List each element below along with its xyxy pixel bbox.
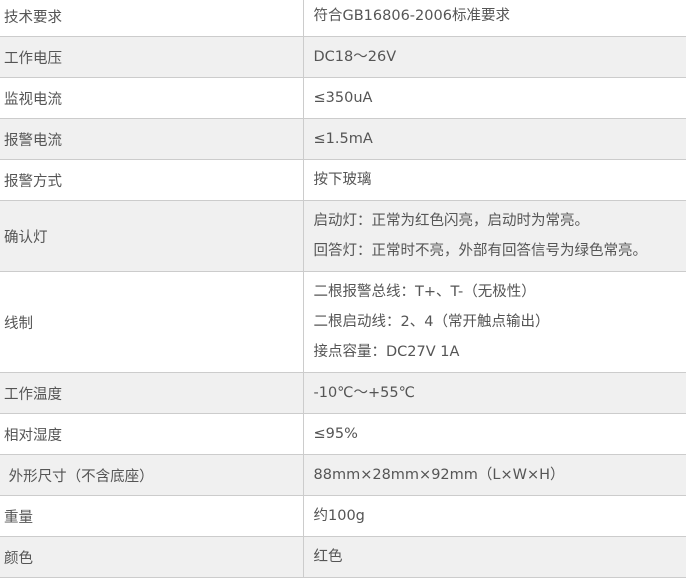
table-row: 重量约100g [0, 496, 686, 537]
spec-label: 工作电压 [0, 37, 303, 78]
spec-value: ≤95% [303, 414, 686, 455]
table-row: 颜色红色 [0, 537, 686, 578]
spec-value: -10℃～+55℃ [303, 373, 686, 414]
spec-value-line: 接点容量：DC27V 1A [314, 337, 686, 367]
spec-label: 报警电流 [0, 119, 303, 160]
spec-value-line: 符合GB16806-2006标准要求 [314, 1, 686, 31]
spec-label: 确认灯 [0, 201, 303, 272]
spec-value-line: 回答灯：正常时不亮，外部有回答信号为绿色常亮。 [314, 236, 686, 266]
spec-label: 相对湿度 [0, 414, 303, 455]
table-row: 工作电压 DC18～26V [0, 37, 686, 78]
spec-value: 启动灯：正常为红色闪亮，启动时为常亮。回答灯：正常时不亮，外部有回答信号为绿色常… [303, 201, 686, 272]
spec-value: 符合GB16806-2006标准要求 [303, 0, 686, 37]
spec-value-line: ≤1.5mA [314, 124, 686, 154]
table-row: 线制二根报警总线：T+、T-（无极性）二根启动线：2、4（常开触点输出）接点容量… [0, 272, 686, 373]
spec-value-line: 红色 [314, 542, 686, 572]
table-row: 报警方式按下玻璃 [0, 160, 686, 201]
spec-value-line: 按下玻璃 [314, 165, 686, 195]
spec-label: 重量 [0, 496, 303, 537]
spec-label: 报警方式 [0, 160, 303, 201]
table-row: 技术要求符合GB16806-2006标准要求 [0, 0, 686, 37]
spec-value: ≤350uA [303, 78, 686, 119]
spec-label: 监视电流 [0, 78, 303, 119]
spec-value: 二根报警总线：T+、T-（无极性）二根启动线：2、4（常开触点输出）接点容量：D… [303, 272, 686, 373]
spec-value: 红色 [303, 537, 686, 578]
spec-value: 88mm×28mm×92mm（L×W×H） [303, 455, 686, 496]
spec-label: 工作温度 [0, 373, 303, 414]
spec-value-line: 二根启动线：2、4（常开触点输出） [314, 307, 686, 337]
spec-value-line: ≤350uA [314, 83, 686, 113]
table-row: 工作温度 -10℃～+55℃ [0, 373, 686, 414]
spec-value-line: 约100g [314, 501, 686, 531]
spec-value-line: 二根报警总线：T+、T-（无极性） [314, 277, 686, 307]
table-row: 外形尺寸（不含底座） 88mm×28mm×92mm（L×W×H） [0, 455, 686, 496]
spec-value-line: 启动灯：正常为红色闪亮，启动时为常亮。 [314, 206, 686, 236]
table-row: 确认灯启动灯：正常为红色闪亮，启动时为常亮。回答灯：正常时不亮，外部有回答信号为… [0, 201, 686, 272]
spec-value-line: ≤95% [314, 419, 686, 449]
spec-value-line: -10℃～+55℃ [314, 378, 686, 408]
table-row: 相对湿度 ≤95% [0, 414, 686, 455]
spec-label: 技术要求 [0, 0, 303, 37]
table-row: 报警电流 ≤1.5mA [0, 119, 686, 160]
spec-value: DC18～26V [303, 37, 686, 78]
spec-value-line: 88mm×28mm×92mm（L×W×H） [314, 460, 686, 490]
spec-value: ≤1.5mA [303, 119, 686, 160]
spec-label: 颜色 [0, 537, 303, 578]
spec-value-line: DC18～26V [314, 42, 686, 72]
spec-label: 线制 [0, 272, 303, 373]
spec-label: 外形尺寸（不含底座） [0, 455, 303, 496]
spec-value: 按下玻璃 [303, 160, 686, 201]
table-row: 监视电流 ≤350uA [0, 78, 686, 119]
spec-value: 约100g [303, 496, 686, 537]
